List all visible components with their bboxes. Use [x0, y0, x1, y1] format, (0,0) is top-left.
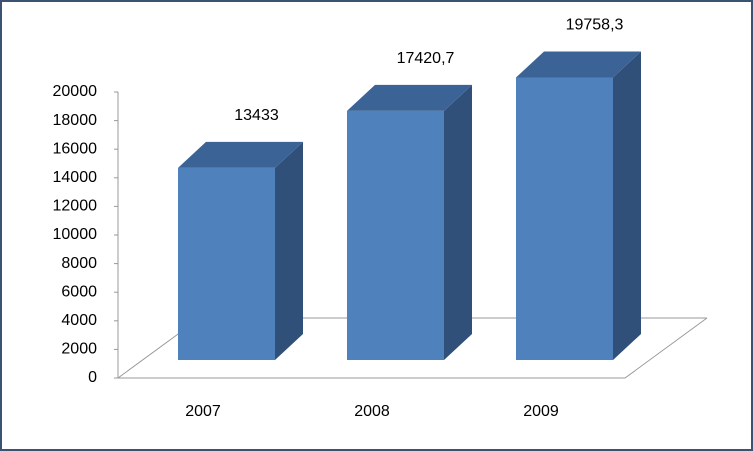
y-tick-label: 4000 — [61, 312, 97, 329]
y-tick-label: 20000 — [53, 83, 98, 100]
bar-top — [347, 84, 472, 111]
y-tick-label: 16000 — [53, 140, 98, 157]
y-tick-label: 14000 — [53, 169, 98, 186]
y-tick-label: 8000 — [61, 255, 97, 272]
x-tick-label: 2008 — [354, 403, 390, 420]
value-label: 13433 — [234, 107, 279, 124]
bar-top — [178, 141, 303, 168]
bar-side — [275, 141, 303, 360]
y-tick-label: 2000 — [61, 341, 97, 358]
bar — [347, 84, 472, 361]
y-tick-label: 12000 — [53, 198, 98, 215]
x-tick-label: 2007 — [185, 403, 221, 420]
x-tick-label: 2009 — [523, 403, 559, 420]
bar-side — [444, 84, 472, 361]
y-tick-label: 6000 — [61, 283, 97, 300]
bar-front — [516, 77, 613, 361]
value-label: 17420,7 — [397, 50, 455, 67]
y-tick-label: 18000 — [53, 112, 98, 129]
bar-front — [178, 167, 275, 360]
bar-front — [347, 110, 444, 360]
bar — [516, 51, 641, 361]
value-label: 19758,3 — [566, 17, 624, 34]
bar — [178, 141, 303, 360]
bar-side — [613, 51, 641, 361]
y-tick-label: 10000 — [53, 226, 98, 243]
y-tick-label: 0 — [88, 369, 97, 386]
bar-top — [516, 51, 641, 78]
